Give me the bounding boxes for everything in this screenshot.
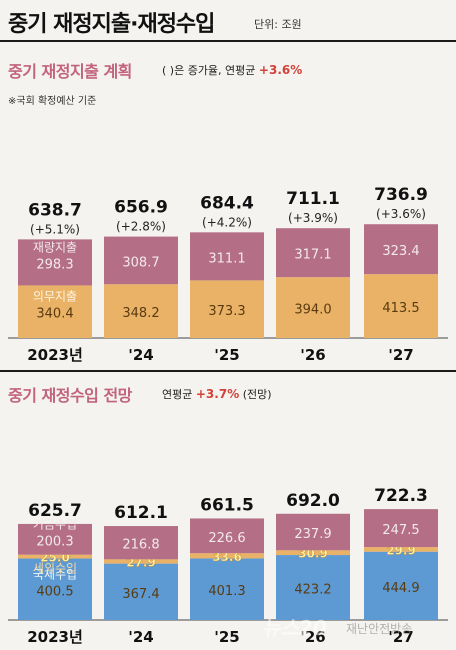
spending-category-4: '27 [388,346,413,364]
spending-chart-title: 중기 재정지출 계획 [8,62,132,81]
spending-bar-재량지출-4 [364,224,438,275]
revenue-bar-국세수입-4 [364,551,438,620]
spending-category-1: '24 [128,346,153,364]
revenue-series-label-세외수입: 세외수입 [33,562,77,576]
revenue-bar-기금수입-3 [276,513,350,551]
revenue-chart-title: 중기 재정수입 전망 [8,386,132,405]
spending-value-재량지출-0: 298.3 [36,257,73,272]
spending-note-value: +3.6% [258,63,303,77]
revenue-bar-기금수입-4 [364,509,438,548]
spending-total-4: 736.9 [374,185,428,205]
revenue-bar-세외수입-2 [190,553,264,559]
spending-value-재량지출-1: 308.7 [122,255,159,270]
revenue-bar-국세수입-3 [276,555,350,620]
revenue-bar-국세수입-0 [18,558,92,620]
spending-chart: 340.4 의무지출 298.3 재량지출 (+5.1%) 638.7 2023년 348.2… [8,185,448,364]
spending-value-재량지출-4: 323.4 [382,244,419,259]
spending-category-2: '25 [214,346,239,364]
revenue-series-label-국세수입: 국세수입 [33,567,77,581]
spending-growth-0: (+5.1%) [30,222,80,236]
spending-total-1: 656.9 [114,198,168,218]
spending-value-의무지출-3: 394.0 [294,303,331,318]
spending-total-2: 684.4 [200,193,254,213]
revenue-total-3: 692.0 [286,491,340,511]
spending-value-의무지출-2: 373.3 [208,304,245,319]
watermark-sub: 재난안전방송 [346,622,413,636]
spending-note-text: ( )은 증가율, 연평균 [162,64,256,77]
spending-value-의무지출-0: 340.4 [36,307,73,322]
revenue-value-국세수입-3: 423.2 [294,583,331,598]
spending-total-3: 711.1 [286,189,340,209]
revenue-note: 연평균 +3.7% (전망) [162,386,272,402]
revenue-value-국세수입-1: 367.4 [122,587,159,602]
revenue-value-국세수입-2: 401.3 [208,584,245,599]
revenue-series-label-기금수입: 기금수입 [33,517,77,531]
spending-bar-재량지출-3 [276,228,350,278]
revenue-bar-세외수입-4 [364,547,438,552]
spending-value-재량지출-2: 311.1 [208,251,245,266]
watermark-brand: 뉴스20 [262,616,327,640]
spending-source-note: ※국회 확정예산 기준 [8,96,97,107]
revenue-value-기금수입-3: 237.9 [294,527,331,542]
spending-value-의무지출-1: 348.2 [122,306,159,321]
revenue-bar-국세수입-1 [104,563,178,620]
revenue-category-4: '27 [388,628,413,646]
spending-bar-의무지출-0 [18,285,92,338]
revenue-category-1: '24 [128,628,153,646]
revenue-bar-기금수입-2 [190,518,264,554]
spending-series-label-재량지출: 재량지출 [33,240,77,254]
spending-growth-2: (+4.2%) [202,215,252,229]
revenue-value-국세수입-4: 444.9 [382,581,419,596]
revenue-category-3: '26 [300,628,325,646]
revenue-category-2: '25 [214,628,239,646]
spending-growth-3: (+3.9%) [288,211,338,225]
revenue-chart: 400.5국세수입25.0세외수입200.3기금수입625.72023년367.… [8,486,448,646]
revenue-bar-세외수입-1 [104,559,178,564]
unit-label: 단위: 조원 [254,18,302,31]
spending-category-3: '26 [300,346,325,364]
spending-bar-의무지출-2 [190,280,264,338]
spending-bar-의무지출-1 [104,284,178,338]
revenue-note-value: +3.7% [195,387,240,401]
spending-growth-4: (+3.6%) [376,207,426,221]
spending-total-0: 638.7 [28,200,82,220]
spending-category-0: 2023년 [27,346,83,364]
revenue-value-기금수입-1: 216.8 [122,538,159,553]
revenue-value-기금수입-0: 200.3 [36,534,73,549]
revenue-total-2: 661.5 [200,495,254,515]
spending-note: ( )은 증가율, 연평균 +3.6% [162,62,302,78]
revenue-bar-기금수입-1 [104,526,178,560]
revenue-bar-국세수입-2 [190,558,264,620]
revenue-bar-세외수입-0 [18,554,92,559]
section-rule [0,370,456,372]
revenue-total-0: 625.7 [28,501,82,521]
spending-bar-재량지출-0 [18,239,92,286]
spending-bar-재량지출-2 [190,232,264,281]
revenue-value-국세수입-0: 400.5 [36,584,73,599]
revenue-value-기금수입-2: 226.6 [208,531,245,546]
title-rule [0,40,456,42]
revenue-note-suffix: (전망) [242,388,272,401]
revenue-bar-세외수입-3 [276,550,350,556]
spending-bar-의무지출-3 [276,277,350,338]
revenue-note-text: 연평균 [162,388,193,401]
spending-series-label-의무지출: 의무지출 [33,290,77,304]
spending-value-재량지출-3: 317.1 [294,248,331,263]
spending-value-의무지출-4: 413.5 [382,301,419,316]
revenue-category-0: 2023년 [27,628,83,646]
revenue-bar-기금수입-0 [18,523,92,555]
revenue-value-기금수입-4: 247.5 [382,523,419,538]
revenue-total-1: 612.1 [114,503,168,523]
spending-bar-의무지출-4 [364,274,438,338]
page-title: 중기 재정지출·재정수입 [8,12,215,37]
revenue-total-4: 722.3 [374,486,428,506]
spending-bar-재량지출-1 [104,236,178,285]
spending-growth-1: (+2.8%) [116,220,166,234]
